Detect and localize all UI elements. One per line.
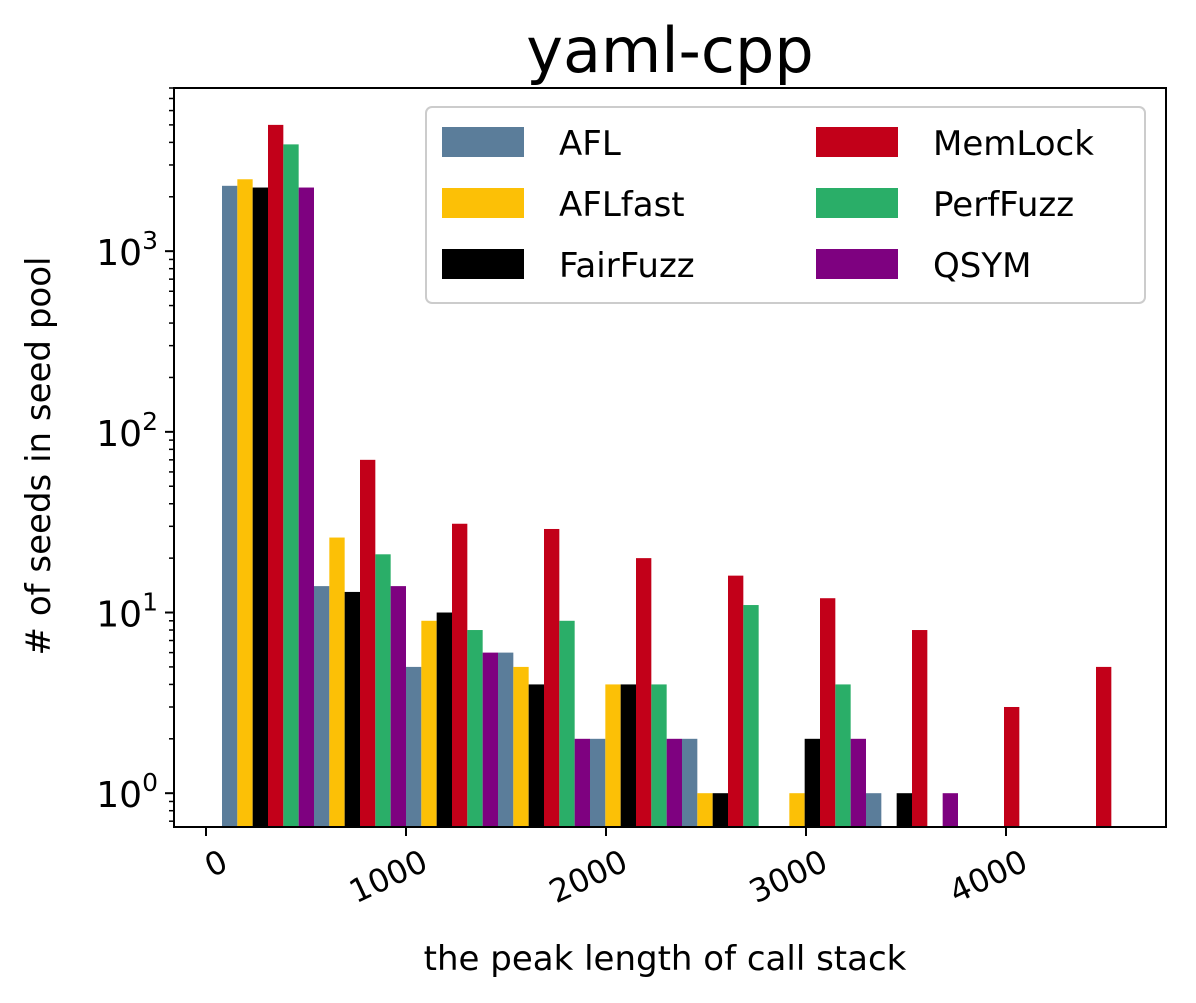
bar: [850, 738, 866, 827]
bar: [252, 187, 268, 827]
bar: [222, 185, 238, 827]
bar: [697, 793, 713, 827]
y-axis-ticks: 100 101 102 103: [96, 87, 174, 822]
bar: [482, 652, 498, 827]
bar: [1004, 706, 1020, 827]
bar: [329, 537, 345, 827]
bar: [283, 144, 299, 828]
bar: [513, 666, 529, 827]
legend-item-fairfuzz: FairFuzz: [442, 246, 695, 286]
bar: [666, 738, 682, 827]
legend-label: MemLock: [933, 124, 1094, 164]
bar: [804, 738, 820, 827]
legend-swatch: [816, 188, 898, 218]
series-perffuzz: [283, 144, 851, 828]
legend-item-aflfast: AFLfast: [442, 185, 685, 225]
bar: [452, 523, 468, 827]
bar: [574, 738, 590, 827]
bars-layer: [222, 124, 1112, 828]
legend-swatch: [816, 249, 898, 279]
bar: [942, 793, 958, 827]
legend-label: PerfFuzz: [933, 185, 1074, 225]
y-tick-label: 103: [96, 226, 158, 274]
y-tick-label: 102: [96, 407, 158, 455]
bar: [835, 684, 851, 827]
series-qsym: [298, 187, 958, 827]
bar: [590, 738, 606, 827]
series-afl: [222, 185, 882, 827]
bar: [912, 630, 928, 827]
x-tick-label: 0: [199, 842, 234, 885]
x-axis-ticks: 0 1000 2000 3000 4000: [199, 827, 1033, 911]
bar: [866, 793, 882, 827]
legend-swatch: [442, 249, 524, 279]
legend-item-qsym: QSYM: [816, 246, 1031, 286]
bar: [682, 738, 698, 827]
bar: [789, 793, 805, 827]
bar: [559, 620, 575, 827]
legend-label: QSYM: [933, 246, 1031, 286]
legend-box: [425, 106, 1146, 304]
bar: [298, 187, 314, 827]
legend-swatch: [442, 127, 524, 157]
bar: [605, 684, 621, 827]
bar: [498, 652, 514, 827]
bar: [820, 598, 836, 827]
bar: [636, 558, 652, 827]
legend-swatch: [816, 127, 898, 157]
bar: [421, 620, 437, 827]
legend-item-memlock: MemLock: [816, 124, 1094, 164]
x-axis-label: the peak length of call stack: [424, 939, 907, 979]
bar: [314, 586, 330, 827]
bar: [375, 554, 391, 827]
bar: [268, 124, 284, 827]
legend-label: AFL: [559, 124, 621, 164]
x-tick-label: 2000: [543, 842, 633, 911]
legend-label: AFLfast: [559, 185, 685, 225]
x-tick-label: 3000: [743, 842, 833, 911]
chart-title: yaml-cpp: [526, 14, 813, 87]
bar: [896, 793, 912, 827]
bar: [360, 459, 376, 827]
y-tick-label: 101: [96, 588, 158, 636]
y-tick-label: 100: [96, 768, 158, 816]
series-memlock: [268, 124, 1112, 827]
legend-label: FairFuzz: [559, 246, 695, 286]
legend-swatch: [442, 188, 524, 218]
series-fairfuzz: [252, 187, 912, 827]
legend: AFL AFLfast FairFuzz MemLock PerfFuzz QSYM: [425, 106, 1146, 304]
bar: [620, 684, 636, 827]
bar: [436, 612, 452, 827]
bar: [528, 684, 544, 827]
bar: [728, 575, 744, 827]
bar: [544, 528, 560, 827]
bar: [344, 591, 360, 827]
legend-item-afl: AFL: [442, 124, 621, 164]
x-tick-label: 4000: [943, 842, 1033, 911]
bar: [390, 586, 406, 827]
bar: [406, 666, 422, 827]
y-axis-label: # of seeds in seed pool: [19, 257, 59, 656]
bar: [1096, 666, 1112, 827]
legend-item-perffuzz: PerfFuzz: [816, 185, 1074, 225]
bar: [712, 793, 728, 827]
bar: [743, 605, 759, 827]
plot-area-frame: [173, 87, 1167, 828]
x-tick-label: 1000: [343, 842, 433, 911]
bar: [651, 684, 667, 827]
bar: [467, 630, 483, 827]
bar: [237, 179, 253, 828]
series-aflfast: [237, 179, 805, 828]
